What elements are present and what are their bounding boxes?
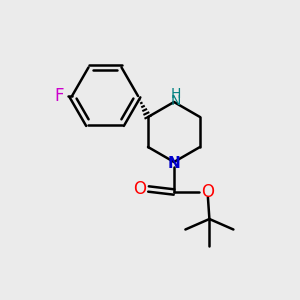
Text: F: F bbox=[54, 87, 64, 105]
Text: N: N bbox=[170, 94, 181, 108]
Text: N: N bbox=[168, 156, 180, 171]
Text: H: H bbox=[170, 87, 181, 100]
Text: O: O bbox=[134, 180, 147, 198]
Text: O: O bbox=[201, 183, 214, 201]
